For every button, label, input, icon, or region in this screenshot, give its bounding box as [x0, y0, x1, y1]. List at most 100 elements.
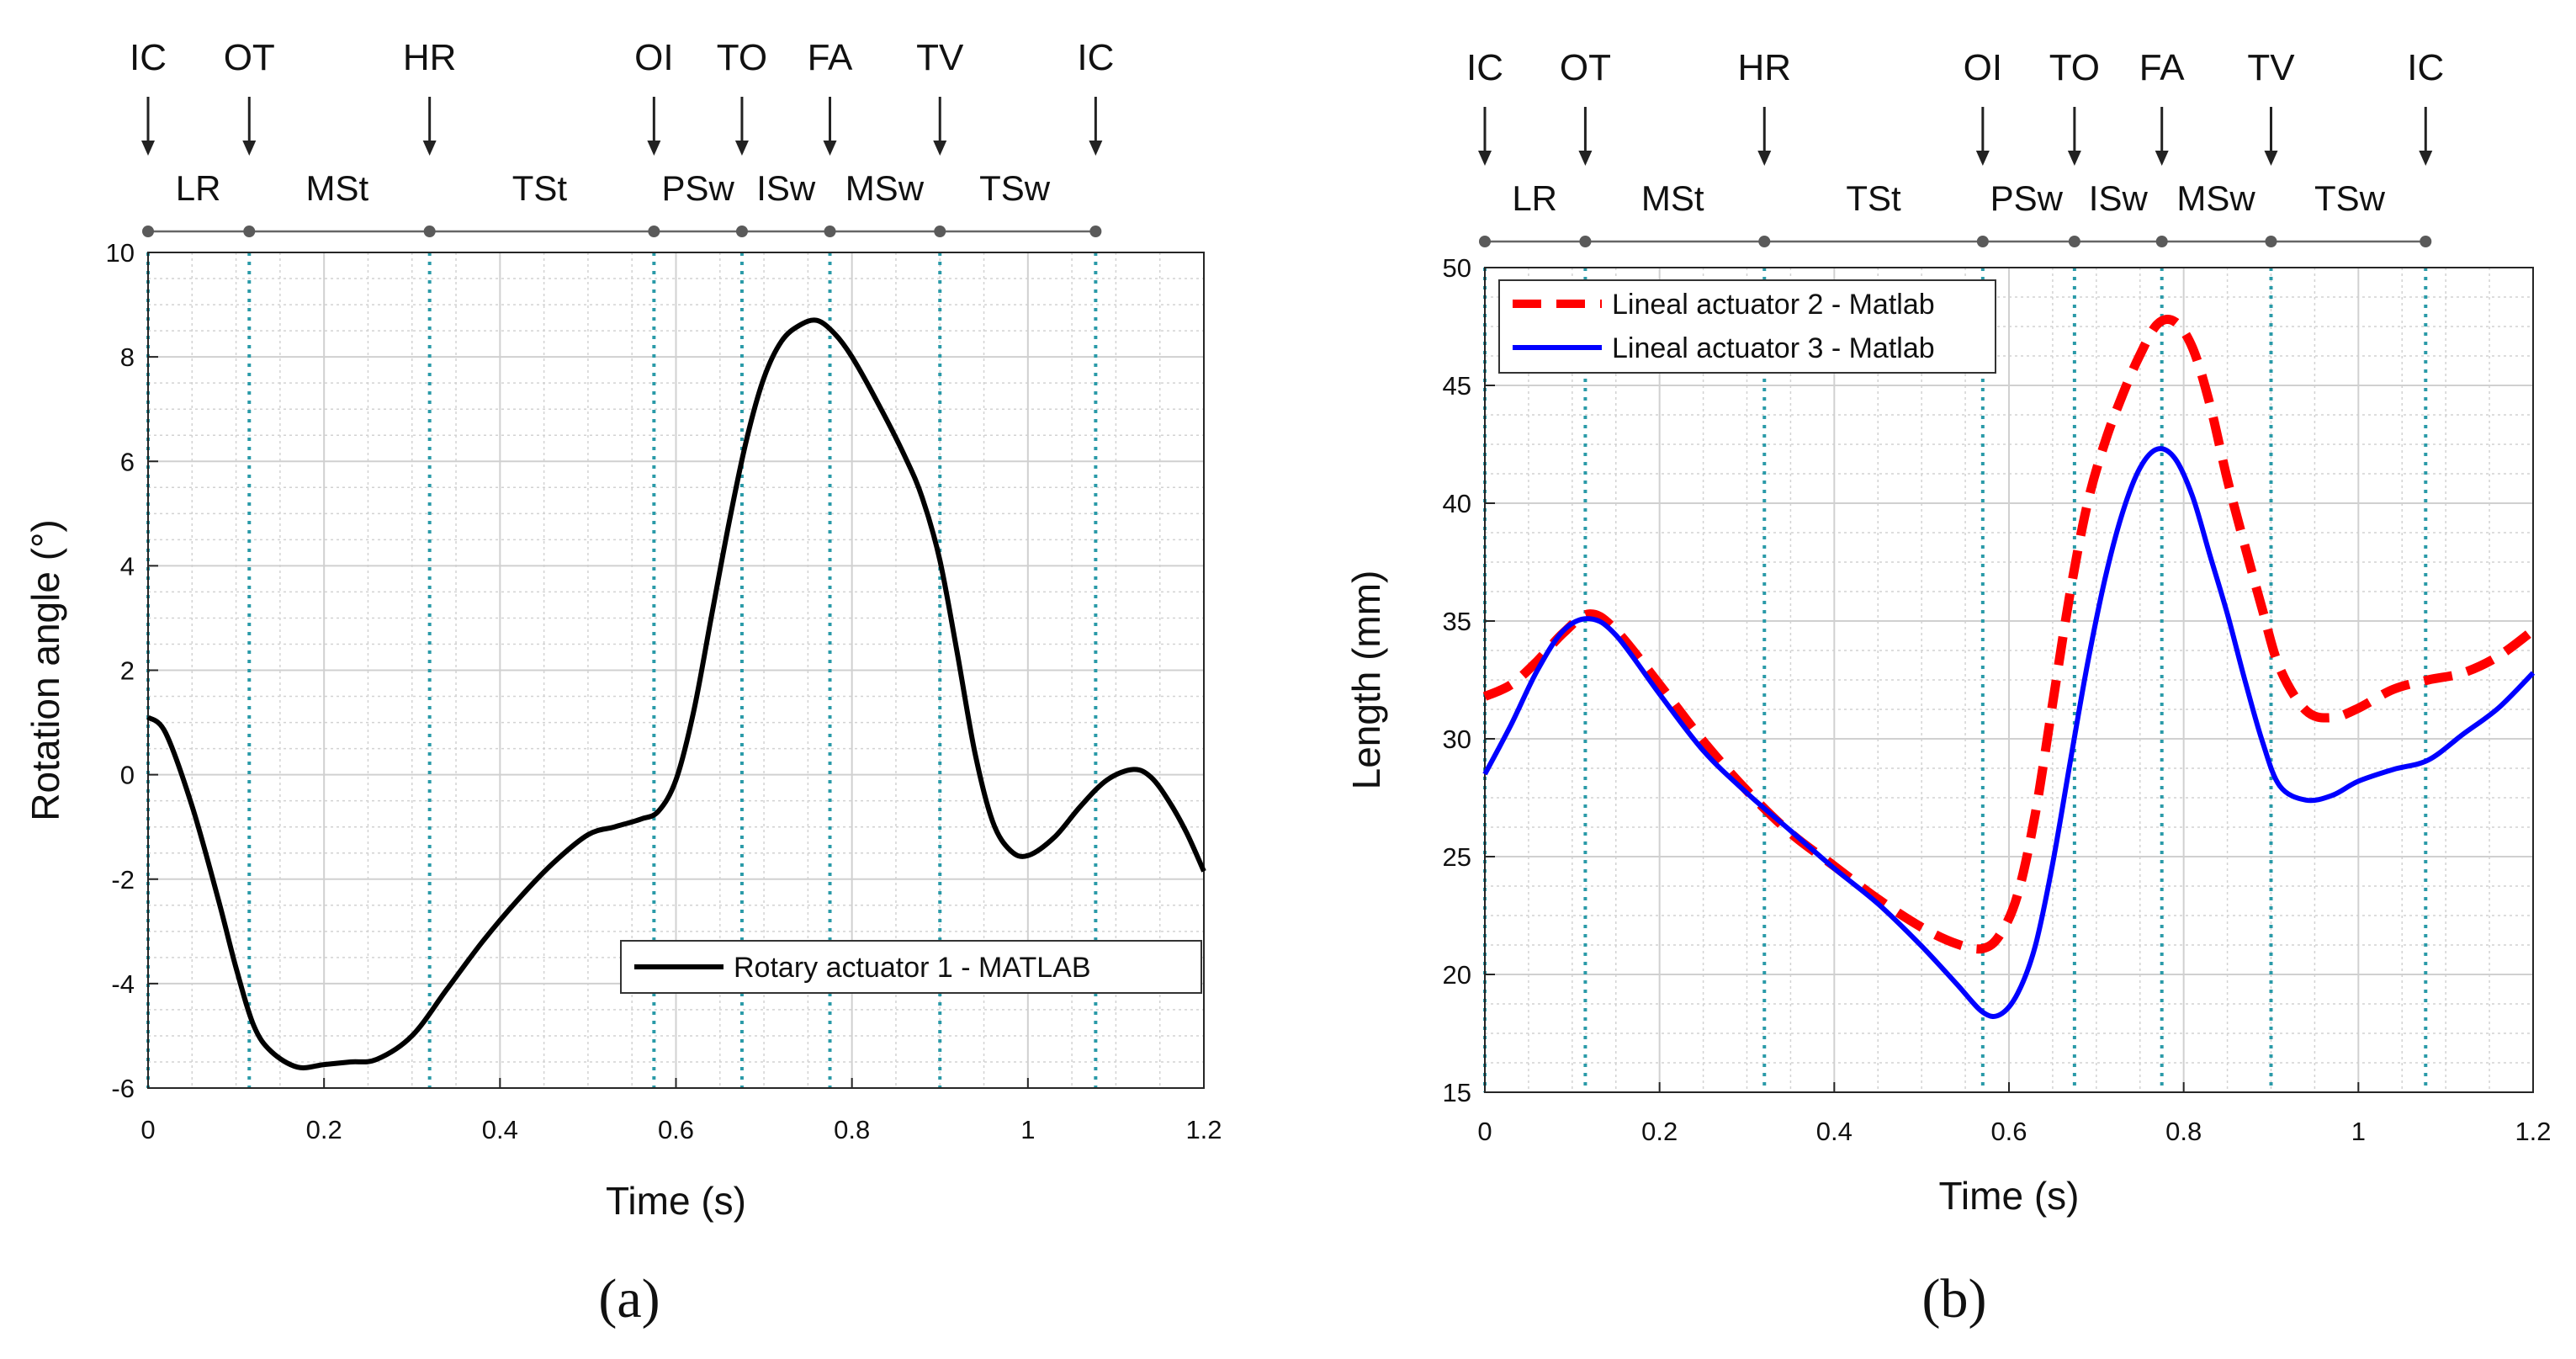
gait-phase-label: ISw — [756, 168, 816, 208]
timeline-dot — [648, 226, 660, 237]
arrowhead-icon — [141, 141, 155, 156]
timeline-dot — [1976, 236, 1989, 247]
x-axis-label: Time (s) — [1939, 1174, 2080, 1218]
gait-phase-label: TSt — [512, 168, 568, 208]
y-tick-label: 8 — [120, 342, 135, 372]
y-tick-label: 4 — [120, 551, 135, 581]
x-tick-label: 1 — [1020, 1115, 1035, 1144]
x-tick-label: 1 — [2351, 1117, 2366, 1146]
x-tick-label: 0.8 — [2165, 1117, 2202, 1146]
y-axis-label: Length (mm) — [1344, 571, 1388, 790]
panel-b-chart: 0 0.2 0.4 0.6 0.8 1 1.2 15 20 25 30 35 40 45 50 Time (s… — [1344, 47, 2552, 1330]
arrowhead-icon — [647, 141, 661, 156]
series-line-1 — [146, 317, 1206, 1070]
x-tick-label: 1.2 — [1185, 1115, 1222, 1144]
arrowhead-icon — [2264, 151, 2278, 166]
legend-entry: Lineal actuator 3 - Matlab — [1612, 332, 1935, 364]
timeline-dot — [1758, 236, 1771, 247]
y-tick-label: 6 — [120, 447, 135, 476]
y-axis-label: Rotation angle (°) — [24, 519, 67, 820]
gait-phase-label: LR — [176, 168, 221, 208]
y-tick-label: 45 — [1443, 371, 1471, 401]
series-line-2 — [1482, 446, 2536, 1019]
gait-phase-label: LR — [1512, 178, 1557, 218]
gait-event-label: OI — [634, 37, 673, 78]
gait-event-label: TO — [717, 37, 767, 78]
gait-phase-label: PSw — [661, 168, 734, 208]
arrowhead-icon — [2067, 151, 2081, 166]
gait-event-label: IC — [2407, 47, 2444, 88]
y-tick-label: 15 — [1443, 1078, 1471, 1107]
gait-event-label: HR — [1737, 47, 1791, 88]
timeline-dot — [243, 226, 256, 237]
gait-phase-label: MSw — [2176, 178, 2255, 218]
gait-event-label: IC — [1466, 47, 1503, 88]
gait-phase-label: MSt — [1641, 178, 1704, 218]
arrowhead-icon — [2419, 151, 2433, 166]
y-tick-label: -4 — [111, 969, 135, 999]
gait-event-label: OI — [1964, 47, 2002, 88]
legend-box — [1498, 279, 1996, 374]
timeline-dot — [934, 226, 946, 237]
series-line-1 — [1482, 315, 2536, 954]
panel-caption: (a) — [598, 1268, 660, 1330]
x-axis-label: Time (s) — [606, 1179, 746, 1223]
arrowhead-icon — [2155, 151, 2169, 166]
y-tick-label: 35 — [1443, 607, 1471, 636]
y-tick-label: 25 — [1443, 842, 1471, 872]
x-tick-label: 0.2 — [306, 1115, 342, 1144]
gait-phase-label: TSt — [1846, 178, 1901, 218]
y-tick-label: 50 — [1443, 253, 1471, 283]
x-tick-label: 0 — [1477, 1117, 1492, 1146]
timeline-dot — [1479, 236, 1491, 247]
arrowhead-icon — [1975, 151, 1990, 166]
legend-entry: Rotary actuator 1 - MATLAB — [734, 952, 1091, 984]
gait-event-label: FA — [808, 37, 853, 78]
gait-event-label: IC — [130, 37, 167, 78]
arrowhead-icon — [933, 141, 947, 156]
timeline-dot — [2155, 236, 2168, 247]
y-tick-label: -6 — [111, 1074, 135, 1103]
gait-event-label: FA — [2139, 47, 2185, 88]
arrowhead-icon — [734, 141, 749, 156]
y-tick-label: 0 — [120, 761, 135, 790]
x-tick-label: 0.4 — [482, 1115, 518, 1144]
x-tick-label: 0.4 — [1816, 1117, 1852, 1146]
arrowhead-icon — [1757, 151, 1772, 166]
arrowhead-icon — [1478, 151, 1492, 166]
arrowhead-icon — [242, 141, 257, 156]
arrowhead-icon — [1089, 141, 1103, 156]
legend-entry: Lineal actuator 2 - Matlab — [1612, 289, 1935, 321]
timeline-dot — [1089, 226, 1102, 237]
gait-event-label: TV — [2247, 47, 2295, 88]
timeline-dot — [735, 226, 748, 237]
gait-phase-label: MSt — [306, 168, 369, 208]
timeline-dot — [824, 226, 836, 237]
y-tick-label: 30 — [1443, 725, 1471, 754]
arrowhead-icon — [422, 141, 437, 156]
timeline-dot — [2265, 236, 2277, 247]
gait-phase-label: PSw — [1990, 178, 2064, 218]
gait-event-label: OT — [1560, 47, 1611, 88]
y-tick-label: -2 — [111, 865, 135, 894]
arrowhead-icon — [1578, 151, 1593, 166]
gait-event-label: HR — [403, 37, 457, 78]
gait-phase-label: TSw — [979, 168, 1051, 208]
gait-phase-label: MSw — [845, 168, 925, 208]
y-tick-label: 20 — [1443, 960, 1471, 990]
gait-event-label: OT — [224, 37, 275, 78]
timeline-dot — [1579, 236, 1592, 247]
arrowhead-icon — [823, 141, 837, 156]
gait-event-label: TO — [2049, 47, 2100, 88]
panel-a-chart: 0 0.2 0.4 0.6 0.8 1 1.2 -6 -4 -2 0 2 4 6 8 10 Time (s) Ro… — [24, 37, 1222, 1330]
x-tick-label: 0.2 — [1641, 1117, 1678, 1146]
timeline-dot — [2420, 236, 2432, 247]
y-tick-label: 2 — [120, 656, 135, 686]
x-tick-label: 1.2 — [2515, 1117, 2551, 1146]
timeline-dot — [423, 226, 436, 237]
gait-event-label: TV — [916, 37, 964, 78]
panel-caption: (b) — [1922, 1268, 1987, 1330]
x-tick-label: 0 — [140, 1115, 155, 1144]
timeline-dot — [142, 226, 154, 237]
